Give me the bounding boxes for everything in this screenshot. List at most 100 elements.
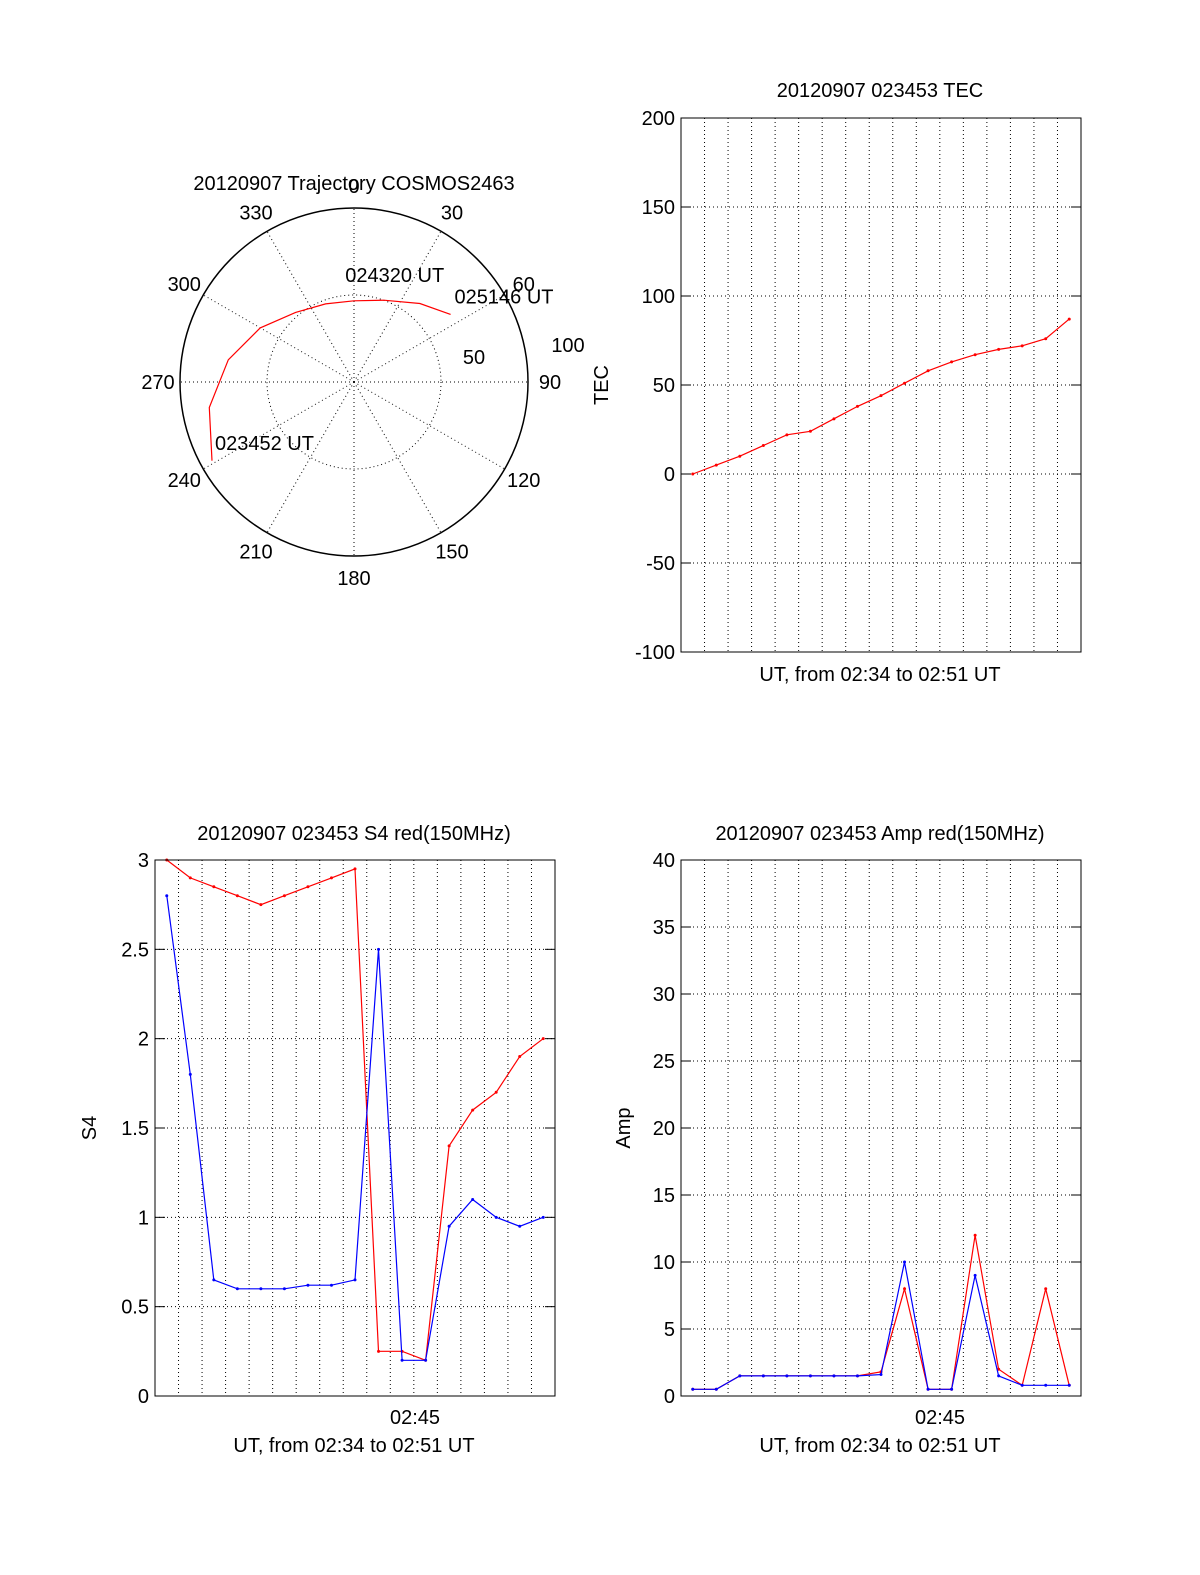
amp-series-point [1044, 1287, 1048, 1291]
s4-ytick-label: 0.5 [121, 1297, 149, 1319]
tec-y-ticks: 200 150 100 50 0 -50 -100 [635, 108, 1081, 664]
amp-ylabel: Amp [613, 1107, 635, 1148]
amp-ytick-label: 40 [653, 850, 675, 872]
tec-series-point [738, 454, 742, 458]
tec-ytick-label: 100 [642, 286, 675, 308]
amp-series-point [738, 1374, 742, 1378]
polar-azimuth-label: 120 [507, 470, 540, 492]
tec-series-point [1044, 337, 1048, 341]
polar-azimuth-label: 150 [435, 542, 468, 564]
s4-series-point [329, 876, 333, 880]
amp-series-point [1020, 1383, 1024, 1387]
s4-series-point [235, 1287, 239, 1291]
amp-panel: 20120907 023453 Amp red(150MHz) 40 35 30 25… [613, 823, 1082, 1457]
amp-y-ticks: 40 35 30 25 20 15 10 5 0 [653, 850, 1081, 1408]
amp-ytick-label: 15 [653, 1185, 675, 1207]
polar-azimuth-label: 300 [168, 274, 201, 296]
s4-y-ticks: 3 2.5 2 1.5 1 0.5 0 [121, 850, 555, 1408]
s4-series-point [212, 885, 216, 889]
s4-series-point [377, 1349, 381, 1353]
polar-spoke-240 [203, 381, 355, 470]
amp-series-point [926, 1387, 930, 1391]
s4-series-point [353, 867, 357, 871]
polar-radial-labels: 50 100 [463, 335, 585, 369]
s4-series-line-0 [166, 859, 544, 1362]
tec-ytick-label: 50 [653, 375, 675, 397]
s4-series [165, 858, 545, 1362]
tec-series-point [855, 404, 859, 408]
polar-azimuth-labels: 0 30 60 90 120 150 180 210 240 270 300 330 [141, 176, 561, 590]
polar-spoke-330 [266, 231, 355, 383]
polar-annotation: 023452 UT [215, 433, 314, 455]
polar-radial-label: 50 [463, 347, 485, 369]
tec-grid [681, 118, 1081, 652]
polar-azimuth-label: 0 [348, 176, 359, 198]
s4-series-point [400, 1358, 404, 1362]
amp-ytick-label: 5 [664, 1319, 675, 1341]
tec-series-point [950, 360, 954, 364]
amp-series-point [761, 1374, 765, 1378]
tec-series-point [1020, 344, 1024, 348]
amp-ytick-label: 35 [653, 917, 675, 939]
amp-xlabel: UT, from 02:34 to 02:51 UT [759, 1435, 1000, 1457]
s4-series-point [471, 1108, 475, 1112]
s4-series-point [329, 1283, 333, 1287]
tec-title: 20120907 023453 TEC [777, 80, 983, 102]
s4-series-point [282, 1287, 286, 1291]
polar-annotation: 024320 UT [345, 265, 444, 287]
s4-series-point [306, 885, 310, 889]
polar-azimuth-label: 90 [539, 372, 561, 394]
tec-series-point [926, 369, 930, 373]
amp-ytick-label: 10 [653, 1252, 675, 1274]
amp-series-point [832, 1374, 836, 1378]
tec-series-point [1067, 317, 1071, 321]
s4-series-point [212, 1278, 216, 1282]
polar-azimuth-label: 30 [441, 202, 463, 224]
polar-spoke-210 [266, 381, 355, 533]
s4-ylabel: S4 [79, 1116, 101, 1140]
amp-series-point [950, 1387, 954, 1391]
amp-series-point [879, 1373, 883, 1377]
s4-ytick-label: 0 [138, 1386, 149, 1408]
s4-series-point [447, 1144, 451, 1148]
s4-ytick-label: 1.5 [121, 1118, 149, 1140]
amp-ytick-label: 30 [653, 984, 675, 1006]
s4-title: 20120907 023453 S4 red(150MHz) [197, 823, 511, 845]
tec-ytick-label: 150 [642, 197, 675, 219]
s4-ytick-label: 3 [138, 850, 149, 872]
polar-grid [179, 207, 529, 557]
s4-series-point [424, 1358, 428, 1362]
s4-ytick-label: 2.5 [121, 939, 149, 961]
tec-series-point [879, 394, 883, 398]
polar-azimuth-label: 180 [337, 568, 370, 590]
polar-spoke-30 [353, 231, 442, 383]
polar-azimuth-label: 60 [513, 274, 535, 296]
s4-series-point [235, 894, 239, 898]
s4-series-point [377, 947, 381, 951]
amp-series-point [903, 1260, 907, 1264]
amp-series-point [997, 1367, 1001, 1371]
tec-ytick-label: 200 [642, 108, 675, 130]
polar-spoke-60 [353, 294, 505, 383]
polar-series [208, 299, 451, 461]
amp-title: 20120907 023453 Amp red(150MHz) [715, 823, 1044, 845]
s4-series-point [259, 903, 263, 907]
amp-ytick-label: 0 [664, 1386, 675, 1408]
polar-annotations: 023452 UT 024320 UT 025146 UT [215, 265, 554, 455]
s4-series-point [494, 1215, 498, 1219]
polar-azimuth-label: 330 [239, 202, 272, 224]
s4-series-point [518, 1055, 522, 1059]
s4-series-point [306, 1283, 310, 1287]
amp-series-point [714, 1387, 718, 1391]
tec-ytick-label: -100 [635, 642, 675, 664]
amp-ytick-label: 25 [653, 1051, 675, 1073]
polar-azimuth-label: 210 [239, 542, 272, 564]
polar-spoke-150 [353, 381, 442, 533]
s4-panel: 20120907 023453 S4 red(150MHz) 3 2.5 2 1.5 1… [79, 823, 556, 1457]
amp-series-line-0 [692, 1235, 1070, 1390]
amp-grid [681, 860, 1081, 1396]
tec-series-point [997, 347, 1001, 351]
s4-grid [155, 860, 555, 1396]
amp-series-point [855, 1374, 859, 1378]
s4-xlabel: UT, from 02:34 to 02:51 UT [233, 1435, 474, 1457]
